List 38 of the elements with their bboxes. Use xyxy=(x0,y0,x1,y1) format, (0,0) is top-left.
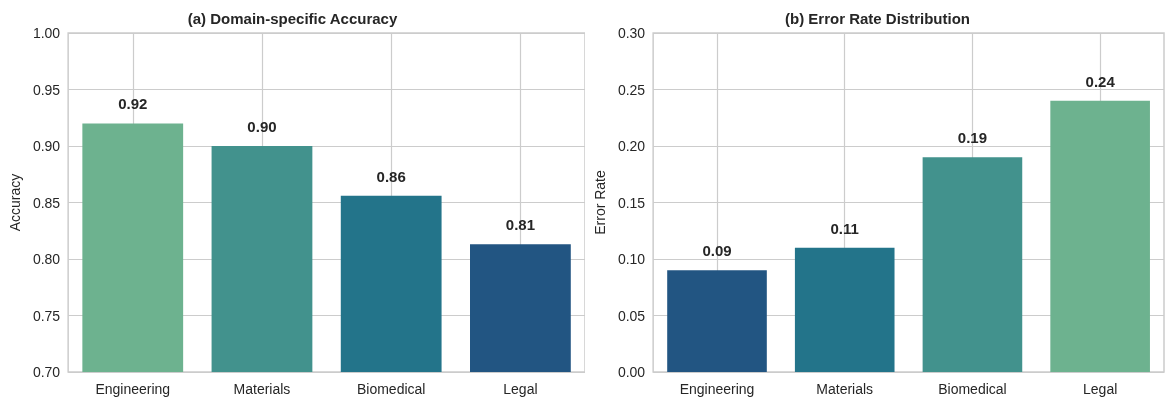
y-tick-label: 0.90 xyxy=(32,138,61,154)
data-label: 0.09 xyxy=(702,242,732,260)
x-tick-label: Engineering xyxy=(679,381,755,397)
y-tick-label: 0.25 xyxy=(617,81,646,98)
chart-title: (a) Domain-specific Accuracy xyxy=(187,10,398,27)
x-tick-label: Biomedical xyxy=(356,381,426,397)
x-tick-label: Materials xyxy=(816,381,874,397)
bar xyxy=(667,270,767,372)
bar xyxy=(794,247,895,372)
y-tick-label: 0.05 xyxy=(617,307,646,324)
y-tick-label: 0.80 xyxy=(32,251,61,267)
y-tick-label: 0.00 xyxy=(617,364,646,380)
x-tick-label: Biomedical xyxy=(938,381,1007,397)
y-tick-label: 1.00 xyxy=(32,25,61,41)
y-tick-label: 0.30 xyxy=(617,25,646,41)
y-axis-title: Error Rate xyxy=(592,170,608,235)
data-label: 0.24 xyxy=(1085,72,1116,90)
bar xyxy=(1050,100,1150,372)
chart-title: (b) Error Rate Distribution xyxy=(784,10,971,27)
data-label: 0.92 xyxy=(118,95,148,113)
x-tick-label: Legal xyxy=(503,381,538,397)
y-tick-label: 0.15 xyxy=(617,194,646,211)
y-tick-label: 0.75 xyxy=(32,307,61,324)
y-tick-label: 0.70 xyxy=(32,364,61,380)
y-tick-label: 0.20 xyxy=(617,138,646,154)
x-tick-label: Legal xyxy=(1083,381,1118,397)
data-label: 0.81 xyxy=(505,216,535,234)
x-tick-label: Engineering xyxy=(95,381,171,397)
y-tick-label: 0.95 xyxy=(32,81,61,98)
data-label: 0.86 xyxy=(376,167,406,185)
data-label: 0.19 xyxy=(957,129,988,147)
data-label: 0.11 xyxy=(830,219,859,237)
x-tick-label: Materials xyxy=(233,381,291,397)
bar xyxy=(922,157,1023,372)
y-tick-label: 0.10 xyxy=(617,251,646,267)
y-axis-title: Accuracy xyxy=(7,173,23,232)
y-tick-label: 0.85 xyxy=(32,194,61,211)
data-label: 0.90 xyxy=(247,118,277,135)
